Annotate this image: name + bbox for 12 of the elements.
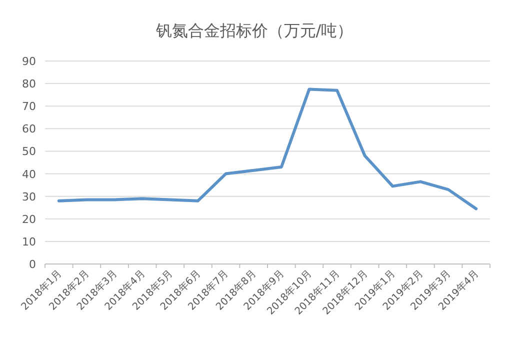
line-series <box>57 88 478 210</box>
y-tick-label: 90 <box>22 55 36 68</box>
chart-title: 钒氮合金招标价（万元/吨） <box>154 21 354 40</box>
y-tick-label: 10 <box>22 235 36 248</box>
y-tick-label: 50 <box>22 145 36 158</box>
y-tick-label: 60 <box>22 122 36 136</box>
y-tick-label: 40 <box>22 168 36 181</box>
y-tick-label: 80 <box>22 78 36 91</box>
y-tick-label: 70 <box>22 100 36 114</box>
y-tick-label: 20 <box>22 212 36 226</box>
y-tick-label: 30 <box>22 190 36 204</box>
y-tick-label: 0 <box>29 258 36 271</box>
